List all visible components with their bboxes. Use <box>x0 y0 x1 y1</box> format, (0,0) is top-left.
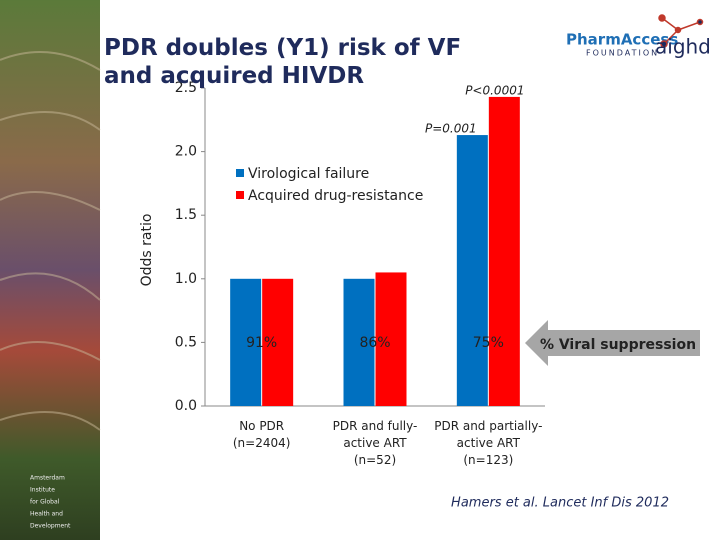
legend-swatch <box>236 169 244 177</box>
x-tick-label: PDR and fully-active ART (n=52) <box>333 419 418 467</box>
citation: Hamers et al. Lancet Inf Dis 2012 <box>451 496 669 511</box>
bar <box>343 278 375 406</box>
y-tick-label: 0.0 <box>175 398 197 414</box>
x-tick-label: No PDR (n=2404) <box>233 419 291 450</box>
bar <box>262 278 294 406</box>
sidebar-text: Development <box>30 523 71 530</box>
logo-subtext: FOUNDATION <box>586 49 659 58</box>
sidebar-text: Institute <box>30 487 55 494</box>
sidebar-text: for Global <box>30 499 60 506</box>
suppression-label: 86% <box>359 335 390 351</box>
y-tick-label: 1.5 <box>175 207 197 223</box>
y-tick-label: 2.0 <box>175 144 197 160</box>
sidebar-text: Health and <box>30 511 63 518</box>
terraces <box>0 51 101 431</box>
legend-swatch <box>236 191 244 199</box>
arrow <box>525 320 700 366</box>
logo-graphic <box>658 14 704 48</box>
y-tick-label: 2.5 <box>175 80 197 96</box>
p-value: P=0.001 <box>425 122 477 136</box>
p-value: P<0.0001 <box>465 83 524 97</box>
legend-label: Virological failure <box>248 166 369 182</box>
logo-text: aighd <box>655 35 711 59</box>
logo-text: PharmAccess <box>566 31 678 49</box>
y-tick-label: 1.0 <box>175 271 197 287</box>
sidebar-photo <box>0 0 100 540</box>
bar <box>488 96 520 407</box>
bar <box>456 135 488 406</box>
arrow-label: % Viral suppression <box>540 337 696 353</box>
title: PDR doubles (Y1) risk of VF and acquired… <box>104 35 462 89</box>
bar <box>230 278 262 406</box>
y-tick-label: 0.5 <box>175 334 197 350</box>
y-axis-title: Odds ratio <box>139 214 155 287</box>
suppression-label: 75% <box>473 335 504 351</box>
sidebar-text: Amsterdam <box>30 475 65 482</box>
suppression-label: 91% <box>246 335 277 351</box>
x-tick-label: PDR and partially-active ART (n=123) <box>434 419 542 467</box>
legend-label: Acquired drug-resistance <box>248 188 423 204</box>
bar <box>375 272 407 406</box>
